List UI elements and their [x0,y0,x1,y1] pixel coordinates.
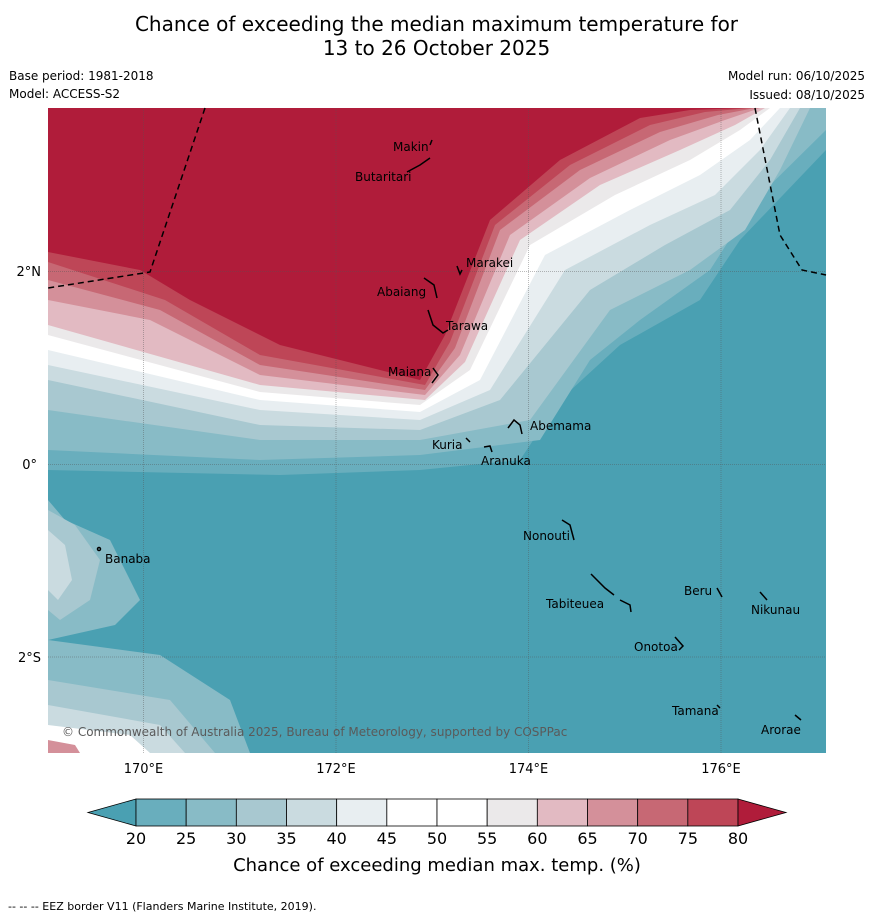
colorbar-bin [587,798,639,827]
colorbar-tick-label: 20 [126,829,146,848]
map-title-line2: 13 to 26 October 2025 [322,36,551,60]
model-name: Model: ACCESS-S2 [9,87,121,101]
colorbar-tick-label: 40 [326,829,346,848]
colorbar-tick-label: 75 [678,829,698,848]
colorbar-tick-label: 55 [477,829,497,848]
island-label-tabiteuea: Tabiteuea [545,597,604,611]
colorbar-bin [185,798,237,827]
colorbar-tick-label: 70 [627,829,647,848]
colorbar-bin [135,798,187,827]
map-title-line1: Chance of exceeding the median maximum t… [134,12,739,36]
island-label-nikunau: Nikunau [751,603,800,617]
colorbar-bin [336,798,388,827]
island-label-makin: Makin [393,140,429,154]
island-label-tamana: Tamana [671,704,719,718]
lat-label-2n: 2°N [17,265,42,280]
colorbar: 20 25 30 35 40 45 50 55 60 65 70 75 80 [86,798,788,848]
colorbar-tick-label: 30 [226,829,246,848]
colorbar-over-arrow [737,798,788,827]
colorbar-bin [286,798,338,827]
lat-label-0: 0° [22,458,37,473]
colorbar-bin [386,798,438,827]
probability-field [48,108,826,753]
colorbar-bin [687,798,739,827]
island-label-abemama: Abemama [530,419,591,433]
lon-label-172: 172°E [316,762,356,777]
colorbar-tick-label: 65 [577,829,597,848]
island-label-kuria: Kuria [432,438,463,452]
island-label-butaritari: Butaritari [355,170,412,184]
colorbar-tick-label: 45 [377,829,397,848]
colorbar-bin [536,798,588,827]
island-label-marakei: Marakei [466,256,513,270]
lon-label-174: 174°E [509,762,549,777]
colorbar-under-arrow [86,798,137,827]
island-label-nonouti: Nonouti [523,529,570,543]
copyright-notice: © Commonwealth of Australia 2025, Bureau… [62,725,567,739]
model-run: Model run: 06/10/2025 [727,69,865,83]
island-label-aranuka: Aranuka [481,454,531,468]
island-outlines [96,139,802,721]
lat-label-2s: 2°S [18,651,41,666]
colorbar-bin [235,798,287,827]
colorbar-tick-label: 60 [527,829,547,848]
colorbar-bin [486,798,538,827]
eez-legend-note: -- -- -- EEZ border V11 (Flanders Marine… [8,900,317,913]
colorbar-tick-label: 25 [176,829,196,848]
island-labels: Makin Butaritari Marakei Abaiang Tarawa … [105,140,801,737]
island-label-tarawa: Tarawa [445,319,488,333]
colorbar-tick-label: 50 [427,829,447,848]
island-label-beru: Beru [684,584,712,598]
eez-border [47,107,827,289]
colorbar-bin [436,798,488,827]
lon-label-170: 170°E [124,762,164,777]
island-label-maiana: Maiana [388,365,431,379]
colorbar-bin [637,798,689,827]
issued-date: Issued: 08/10/2025 [749,88,865,102]
base-period: Base period: 1981-2018 [9,69,154,83]
lon-label-176: 176°E [701,762,741,777]
graticule [48,108,826,753]
colorbar-tick-label: 35 [276,829,296,848]
colorbar-tick-label: 80 [728,829,748,848]
colorbar-title: Chance of exceeding median max. temp. (%… [233,855,641,876]
island-label-abaiang: Abaiang [377,285,426,299]
island-label-banaba: Banaba [105,552,151,566]
longitude-labels: 170°E 172°E 174°E 176°E [124,762,741,777]
island-label-arorae: Arorae [761,723,801,737]
latitude-labels: 2°N 0° 2°S [17,265,42,666]
island-label-onotoa: Onotoa [634,640,678,654]
